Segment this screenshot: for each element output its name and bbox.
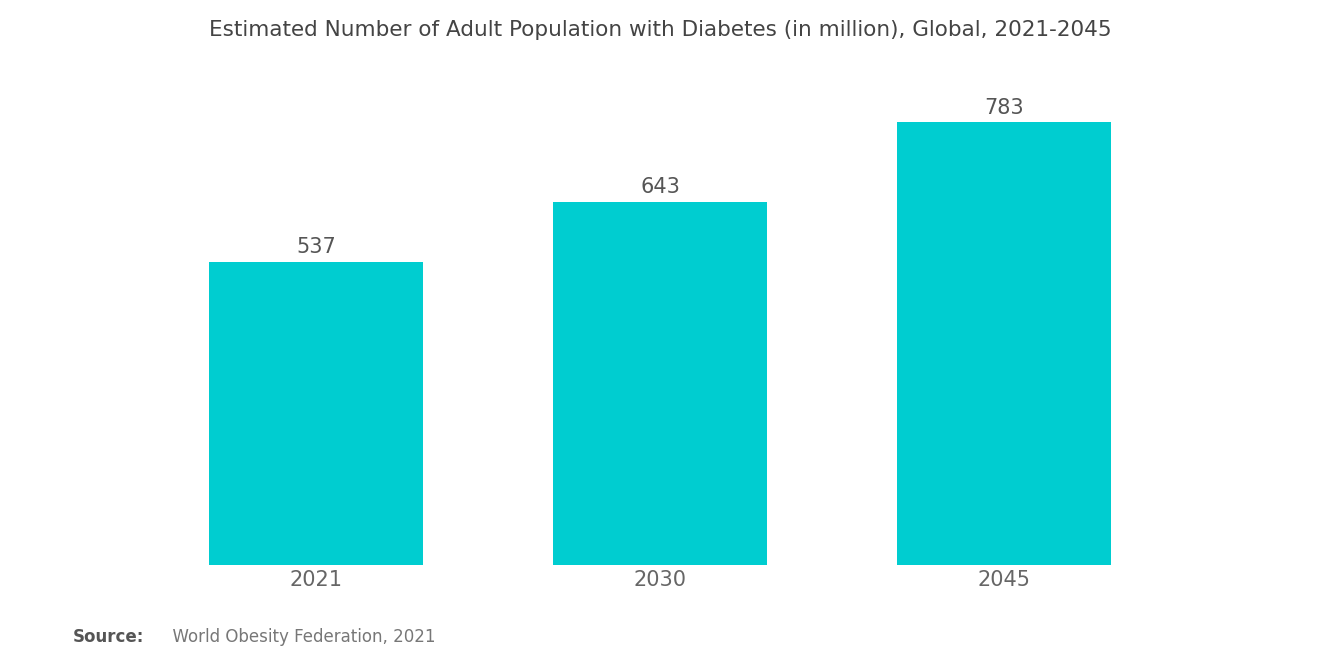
Text: 537: 537 <box>296 237 335 257</box>
Text: World Obesity Federation, 2021: World Obesity Federation, 2021 <box>162 628 436 646</box>
Text: Source:: Source: <box>73 628 144 646</box>
Bar <box>210 261 422 565</box>
Bar <box>898 122 1110 565</box>
Text: 783: 783 <box>985 98 1024 118</box>
Bar <box>553 201 767 565</box>
Text: 643: 643 <box>640 177 680 197</box>
Text: Estimated Number of Adult Population with Diabetes (in million), Global, 2021-20: Estimated Number of Adult Population wit… <box>209 20 1111 40</box>
